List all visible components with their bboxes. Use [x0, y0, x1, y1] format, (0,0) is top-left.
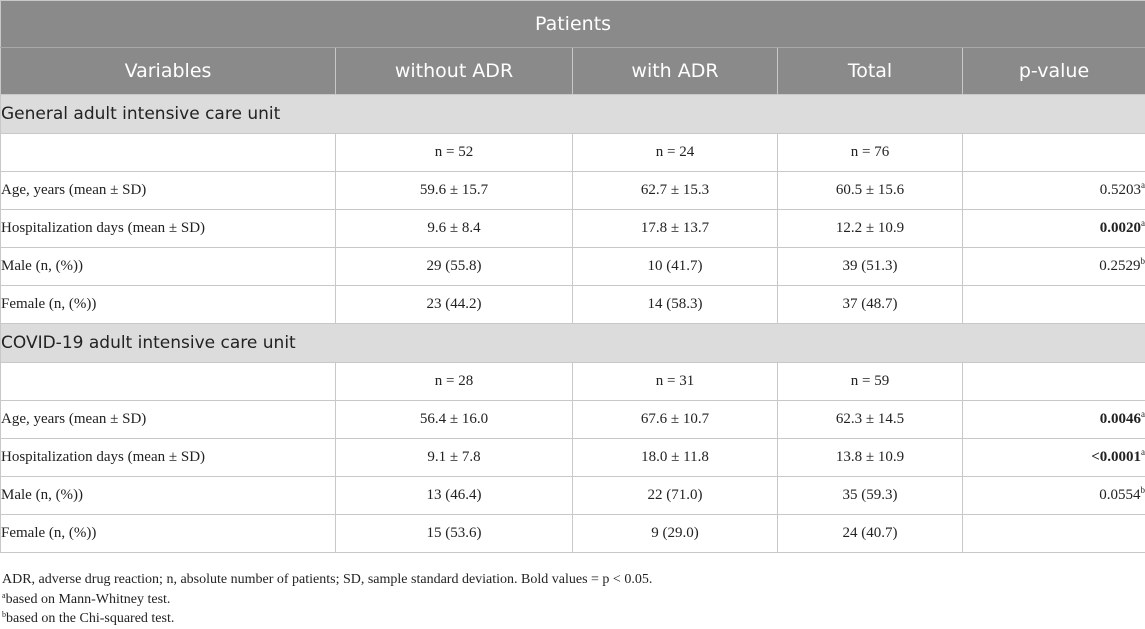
with-adr-cell: 22 (71.0) [572, 476, 778, 515]
section-row: COVID-19 adult intensive care unit [0, 323, 1145, 363]
variable-cell: Age, years (mean ± SD) [0, 400, 336, 439]
variable-cell: Hospitalization days (mean ± SD) [0, 438, 336, 477]
without-adr-cell: 56.4 ± 16.0 [335, 400, 573, 439]
footnote-a-text: based on Mann-Whitney test. [5, 591, 171, 607]
p-value-cell: 0.0020a [961, 209, 1145, 248]
table-row: Hospitalization days (mean ± SD) 9.1 ± 7.… [0, 438, 1145, 477]
total-cell: 12.2 ± 10.9 [777, 209, 963, 248]
without-adr-cell: 9.1 ± 7.8 [335, 438, 573, 477]
p-value-cell: <0.0001a [961, 438, 1145, 477]
with-adr-cell: 67.6 ± 10.7 [572, 400, 778, 439]
variable-cell [0, 133, 336, 172]
patients-table: Patients Variables without ADR with ADR … [0, 0, 1145, 553]
p-value-text: <0.0001 [1091, 449, 1142, 465]
variable-cell: Male (n, (%)) [0, 247, 336, 286]
without-adr-cell: 59.6 ± 15.7 [335, 171, 573, 210]
table-row: Female (n, (%)) 15 (53.6) 9 (29.0) 24 (40.7… [0, 514, 1145, 553]
p-value-cell: 0.0554b [961, 476, 1145, 515]
total-cell: n = 76 [777, 133, 963, 172]
with-adr-cell: 14 (58.3) [572, 285, 778, 324]
section-row: General adult intensive care unit [0, 94, 1145, 134]
section-title: General adult intensive care unit [0, 94, 1145, 134]
total-cell: 62.3 ± 14.5 [777, 400, 963, 439]
variable-cell: Female (n, (%)) [0, 285, 336, 324]
p-value-text: 0.0020 [1099, 220, 1142, 236]
with-adr-cell: 10 (41.7) [572, 247, 778, 286]
p-value-footnote-mark: a [1141, 409, 1145, 419]
table-row: Age, years (mean ± SD) 59.6 ± 15.7 62.7 ± … [0, 171, 1145, 210]
column-header-without-adr: without ADR [335, 47, 573, 95]
p-value-footnote-mark: a [1141, 447, 1145, 457]
column-header-total: Total [777, 47, 963, 95]
table-row: Hospitalization days (mean ± SD) 9.6 ± 8.… [0, 209, 1145, 248]
p-value-footnote-mark: b [1140, 256, 1145, 266]
p-value-cell: 0.0046a [961, 400, 1145, 439]
total-cell: 39 (51.3) [777, 247, 963, 286]
with-adr-cell: n = 31 [572, 362, 778, 401]
without-adr-cell: 23 (44.2) [335, 285, 573, 324]
top-header-row: Patients [0, 0, 1145, 48]
p-value-text: 0.5203 [1099, 182, 1142, 198]
without-adr-cell: n = 28 [335, 362, 573, 401]
without-adr-cell: 15 (53.6) [335, 514, 573, 553]
without-adr-cell: 13 (46.4) [335, 476, 573, 515]
with-adr-cell: 18.0 ± 11.8 [572, 438, 778, 477]
p-value-cell [961, 514, 1145, 553]
total-cell: 35 (59.3) [777, 476, 963, 515]
table-row: Age, years (mean ± SD) 56.4 ± 16.0 67.6 ± … [0, 400, 1145, 439]
p-value-text: 0.0554 [1099, 487, 1141, 503]
footnote-b-mark: b [2, 610, 6, 619]
total-cell: 60.5 ± 15.6 [777, 171, 963, 210]
footnote-b: bbased on the Chi-squared test. [2, 609, 1142, 629]
table-row: Female (n, (%)) 23 (44.2) 14 (58.3) 37 (48.… [0, 285, 1145, 324]
column-header-row: Variables without ADR with ADR Total p-v… [0, 47, 1145, 95]
footnote-a-mark: a [2, 590, 6, 600]
variable-cell: Age, years (mean ± SD) [0, 171, 336, 210]
column-header-p-value: p-value [961, 47, 1145, 95]
table-row: n = 28 n = 31 n = 59 [0, 362, 1145, 401]
column-header-variables: Variables [0, 47, 336, 95]
p-value-footnote-mark: a [1141, 180, 1145, 190]
without-adr-cell: n = 52 [335, 133, 573, 172]
p-value-cell: 0.2529b [961, 247, 1145, 286]
p-value-text: 0.2529 [1099, 258, 1141, 274]
table-row: n = 52 n = 24 n = 76 [0, 133, 1145, 172]
without-adr-cell: 29 (55.8) [335, 247, 573, 286]
variable-cell: Male (n, (%)) [0, 476, 336, 515]
p-value-cell [961, 285, 1145, 324]
section-title: COVID-19 adult intensive care unit [0, 323, 1145, 363]
p-value-cell: 0.5203a [961, 171, 1145, 210]
with-adr-cell: 9 (29.0) [572, 514, 778, 553]
variable-cell [0, 362, 336, 401]
table-row: Male (n, (%)) 29 (55.8) 10 (41.7) 39 (51.3)… [0, 247, 1145, 286]
total-cell: 13.8 ± 10.9 [777, 438, 963, 477]
with-adr-cell: 62.7 ± 15.3 [572, 171, 778, 210]
with-adr-cell: n = 24 [572, 133, 778, 172]
total-cell: 37 (48.7) [777, 285, 963, 324]
p-value-cell [961, 133, 1145, 172]
total-cell: n = 59 [777, 362, 963, 401]
table-body: General adult intensive care unit n = 52 n… [0, 94, 1145, 553]
without-adr-cell: 9.6 ± 8.4 [335, 209, 573, 248]
variable-cell: Female (n, (%)) [0, 514, 336, 553]
with-adr-cell: 17.8 ± 13.7 [572, 209, 778, 248]
footnote-abbreviations: ADR, adverse drug reaction; n, absolute … [2, 572, 653, 587]
column-header-with-adr: with ADR [572, 47, 778, 95]
total-cell: 24 (40.7) [777, 514, 963, 553]
p-value-footnote-mark: a [1141, 218, 1145, 228]
footnote-a: abased on Mann-Whitney test. [2, 590, 1142, 610]
p-value-cell [961, 362, 1145, 401]
variable-cell: Hospitalization days (mean ± SD) [0, 209, 336, 248]
table-footnotes: ADR, adverse drug reaction; n, absolute … [2, 570, 1142, 629]
table-row: Male (n, (%)) 13 (46.4) 22 (71.0) 35 (59.3)… [0, 476, 1145, 515]
footnote-b-text: based on the Chi-squared test. [6, 611, 175, 626]
p-value-text: 0.0046 [1099, 411, 1142, 427]
p-value-footnote-mark: b [1140, 485, 1145, 495]
patients-header: Patients [0, 0, 1145, 48]
